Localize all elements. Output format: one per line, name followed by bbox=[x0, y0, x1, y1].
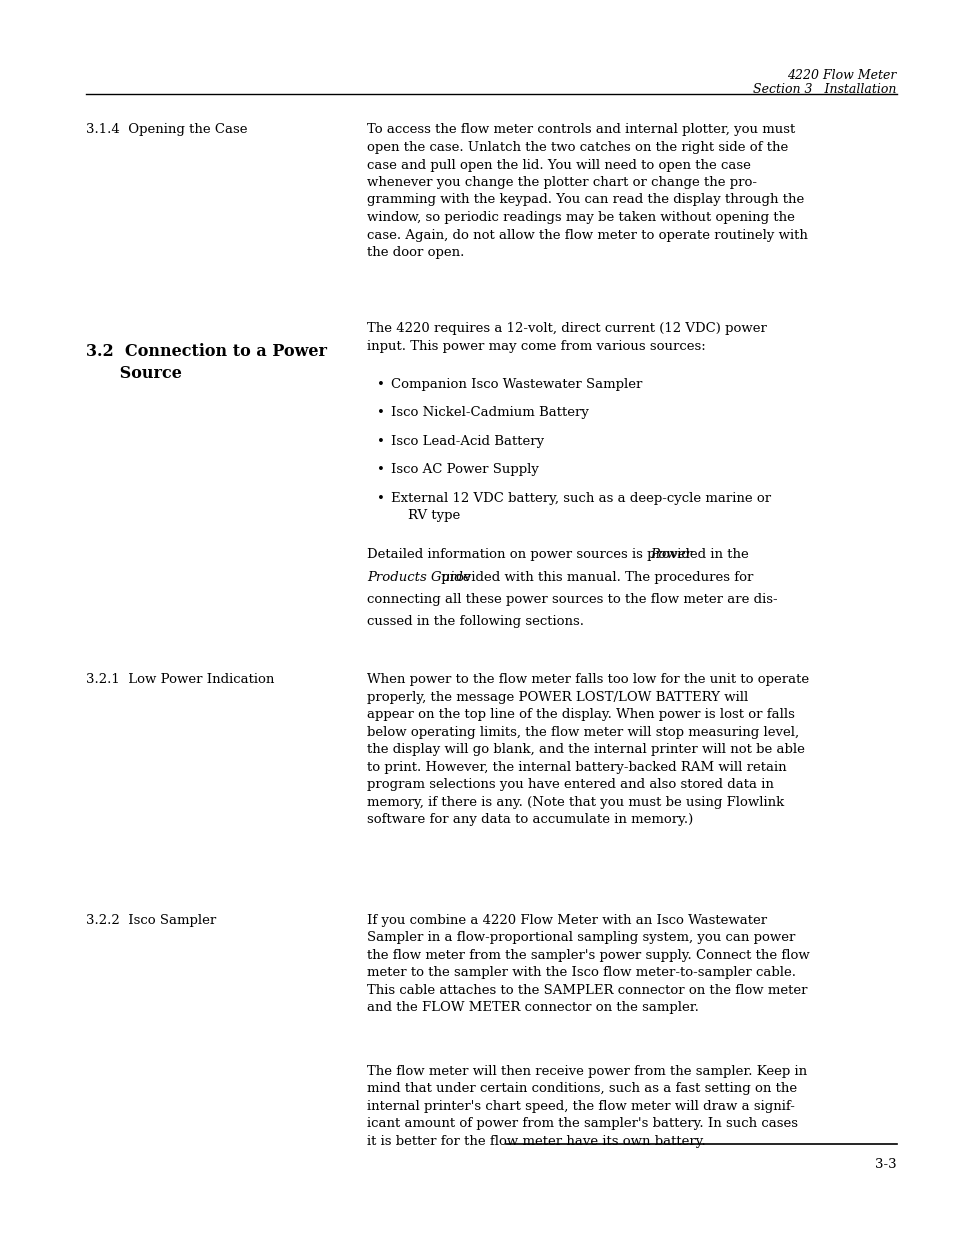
Text: •: • bbox=[376, 378, 384, 391]
Text: Detailed information on power sources is provided in the: Detailed information on power sources is… bbox=[367, 548, 753, 562]
Text: The flow meter will then receive power from the sampler. Keep in
mind that under: The flow meter will then receive power f… bbox=[367, 1065, 806, 1147]
Text: cussed in the following sections.: cussed in the following sections. bbox=[367, 615, 583, 629]
Text: 3.2  Connection to a Power
      Source: 3.2 Connection to a Power Source bbox=[86, 343, 327, 382]
Text: connecting all these power sources to the flow meter are dis-: connecting all these power sources to th… bbox=[367, 593, 777, 606]
Text: 3.1.4  Opening the Case: 3.1.4 Opening the Case bbox=[86, 124, 247, 137]
Text: Isco Nickel-Cadmium Battery: Isco Nickel-Cadmium Battery bbox=[391, 406, 588, 420]
Text: When power to the flow meter falls too low for the unit to operate
properly, the: When power to the flow meter falls too l… bbox=[367, 673, 808, 826]
Text: If you combine a 4220 Flow Meter with an Isco Wastewater
Sampler in a flow-propo: If you combine a 4220 Flow Meter with an… bbox=[367, 914, 809, 1014]
Text: •: • bbox=[376, 492, 384, 505]
Text: External 12 VDC battery, such as a deep-cycle marine or
    RV type: External 12 VDC battery, such as a deep-… bbox=[391, 492, 770, 522]
Text: Section 3   Installation: Section 3 Installation bbox=[753, 83, 896, 96]
Text: The 4220 requires a 12-volt, direct current (12 VDC) power
input. This power may: The 4220 requires a 12-volt, direct curr… bbox=[367, 322, 766, 353]
Text: provided with this manual. The procedures for: provided with this manual. The procedure… bbox=[436, 571, 752, 584]
Text: 3.2.2  Isco Sampler: 3.2.2 Isco Sampler bbox=[86, 914, 216, 927]
Text: Isco AC Power Supply: Isco AC Power Supply bbox=[391, 463, 538, 477]
Text: •: • bbox=[376, 435, 384, 448]
Text: Companion Isco Wastewater Sampler: Companion Isco Wastewater Sampler bbox=[391, 378, 641, 391]
Text: •: • bbox=[376, 406, 384, 420]
Text: Power: Power bbox=[649, 548, 691, 562]
Text: 4220 Flow Meter: 4220 Flow Meter bbox=[786, 69, 896, 83]
Text: Isco Lead-Acid Battery: Isco Lead-Acid Battery bbox=[391, 435, 544, 448]
Text: Products Guide: Products Guide bbox=[367, 571, 471, 584]
Text: •: • bbox=[376, 463, 384, 477]
Text: 3.2.1  Low Power Indication: 3.2.1 Low Power Indication bbox=[86, 673, 274, 687]
Text: To access the flow meter controls and internal plotter, you must
open the case. : To access the flow meter controls and in… bbox=[367, 124, 807, 259]
Text: 3-3: 3-3 bbox=[874, 1158, 896, 1172]
